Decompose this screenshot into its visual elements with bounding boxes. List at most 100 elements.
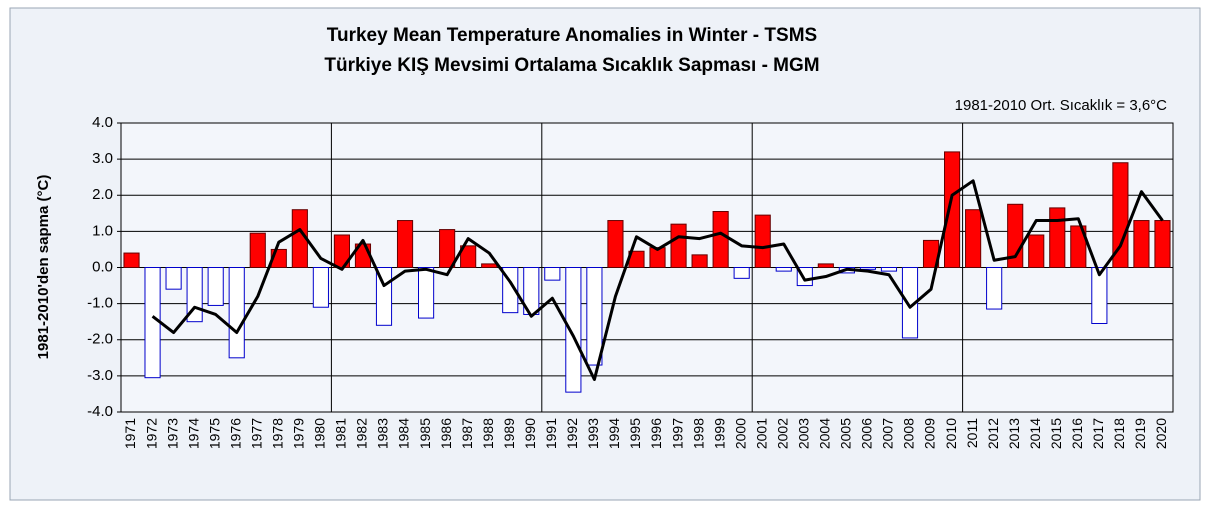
y-tick-label: 3.0 xyxy=(92,150,113,167)
bar xyxy=(144,267,161,379)
y-tick-label: -1.0 xyxy=(87,295,113,312)
x-tick-label: 2007 xyxy=(880,418,896,449)
bar xyxy=(691,254,708,268)
x-tick-label: 2013 xyxy=(1006,418,1022,449)
x-tick-label: 2009 xyxy=(922,418,938,449)
bar xyxy=(754,214,771,268)
x-tick-label: 1993 xyxy=(585,418,601,449)
bar xyxy=(396,220,414,269)
x-tick-label: 2002 xyxy=(774,418,790,449)
x-tick-label: 2012 xyxy=(985,418,1001,449)
x-tick-label: 1988 xyxy=(480,418,496,449)
bar xyxy=(418,267,435,319)
x-tick-label: 1989 xyxy=(501,418,517,449)
x-tick-label: 2008 xyxy=(901,418,917,449)
bar xyxy=(901,267,919,339)
bar xyxy=(1133,220,1150,269)
bar xyxy=(775,267,792,272)
bar xyxy=(733,267,750,279)
x-tick-label: 1980 xyxy=(312,418,328,449)
y-tick-label: -3.0 xyxy=(87,367,113,384)
chart-title: Turkey Mean Temperature Anomalies in Win… xyxy=(327,25,817,46)
bar xyxy=(986,267,1003,310)
x-tick-label: 1978 xyxy=(270,418,286,449)
bar xyxy=(1070,225,1087,269)
chart-subtitle: Türkiye KIŞ Mevsimi Ortalama Sıcaklık Sa… xyxy=(324,55,819,76)
y-tick-label: 2.0 xyxy=(92,186,113,203)
y-axis-label: 1981-2010'den sapma (°C) xyxy=(35,175,52,360)
x-tick-label: 2020 xyxy=(1153,418,1169,449)
x-tick-label: 1991 xyxy=(543,418,559,449)
y-tick-label: 4.0 xyxy=(92,114,113,131)
line xyxy=(151,179,1164,381)
x-tick-label: 1972 xyxy=(143,418,159,449)
x-tick-label: 1995 xyxy=(627,418,643,449)
x-tick-label: 2016 xyxy=(1069,418,1085,449)
x-tick-label: 1975 xyxy=(206,418,222,449)
x-tick-label: 2018 xyxy=(1111,418,1127,449)
x-tick-label: 2004 xyxy=(817,418,833,449)
bar xyxy=(207,267,224,306)
x-tick-label: 2015 xyxy=(1048,418,1064,449)
x-tick-label: 1984 xyxy=(396,418,412,449)
bar xyxy=(944,151,961,268)
x-tick-label: 1999 xyxy=(711,418,727,449)
bar xyxy=(228,267,245,359)
bar xyxy=(880,267,898,272)
x-tick-label: 2001 xyxy=(753,418,769,449)
bar xyxy=(1049,207,1066,269)
y-tick-label: 0.0 xyxy=(92,258,113,275)
bar xyxy=(670,223,687,268)
bar xyxy=(607,220,624,269)
x-tick-label: 1996 xyxy=(648,418,664,449)
bar xyxy=(544,267,561,281)
bar xyxy=(649,247,666,269)
x-tick-label: 1971 xyxy=(122,418,138,449)
bar xyxy=(565,267,582,393)
bar xyxy=(859,267,876,270)
x-tick-label: 2017 xyxy=(1090,418,1106,449)
x-tick-label: 2010 xyxy=(943,418,959,449)
x-tick-label: 2019 xyxy=(1132,418,1148,449)
annotation: 1981-2010 Ort. Sıcaklık = 3,6°C xyxy=(955,97,1168,114)
x-tick-label: 1983 xyxy=(375,418,391,449)
x-tick-label: 2006 xyxy=(859,418,875,449)
x-tick-label: 1981 xyxy=(333,418,349,449)
bar xyxy=(586,267,603,366)
x-tick-label: 1973 xyxy=(164,418,180,449)
x-tick-label: 2005 xyxy=(838,418,854,449)
x-tick-label: 1998 xyxy=(690,418,706,449)
bar xyxy=(1028,234,1045,269)
y-tick-label: 1.0 xyxy=(92,222,113,239)
bar xyxy=(965,209,982,268)
x-tick-label: 2000 xyxy=(732,418,748,449)
y-tick-label: -2.0 xyxy=(87,331,113,348)
x-tick-label: 1992 xyxy=(564,418,580,449)
x-tick-label: 1987 xyxy=(459,418,475,449)
bar xyxy=(123,252,140,269)
bar xyxy=(439,229,456,269)
bar xyxy=(712,211,729,269)
bar xyxy=(1091,267,1108,324)
bar xyxy=(1112,162,1129,268)
x-tick-label: 1974 xyxy=(185,418,201,449)
bar xyxy=(481,263,498,269)
bar xyxy=(1154,220,1171,269)
x-tick-label: 1979 xyxy=(291,418,307,449)
bar xyxy=(249,232,266,268)
x-tick-label: 1976 xyxy=(227,418,243,449)
x-tick-label: 2011 xyxy=(964,418,980,448)
x-tick-label: 1982 xyxy=(354,418,370,449)
x-tick-label: 1997 xyxy=(669,418,685,449)
x-tick-label: 2014 xyxy=(1027,418,1043,449)
bar xyxy=(817,263,834,269)
x-tick-label: 1990 xyxy=(522,418,538,449)
bar xyxy=(165,267,182,290)
x-tick-label: 1977 xyxy=(248,418,264,449)
x-tick-label: 2003 xyxy=(796,418,812,449)
bar xyxy=(460,245,477,268)
x-tick-label: 1985 xyxy=(417,418,433,449)
x-tick-label: 1994 xyxy=(606,418,622,449)
